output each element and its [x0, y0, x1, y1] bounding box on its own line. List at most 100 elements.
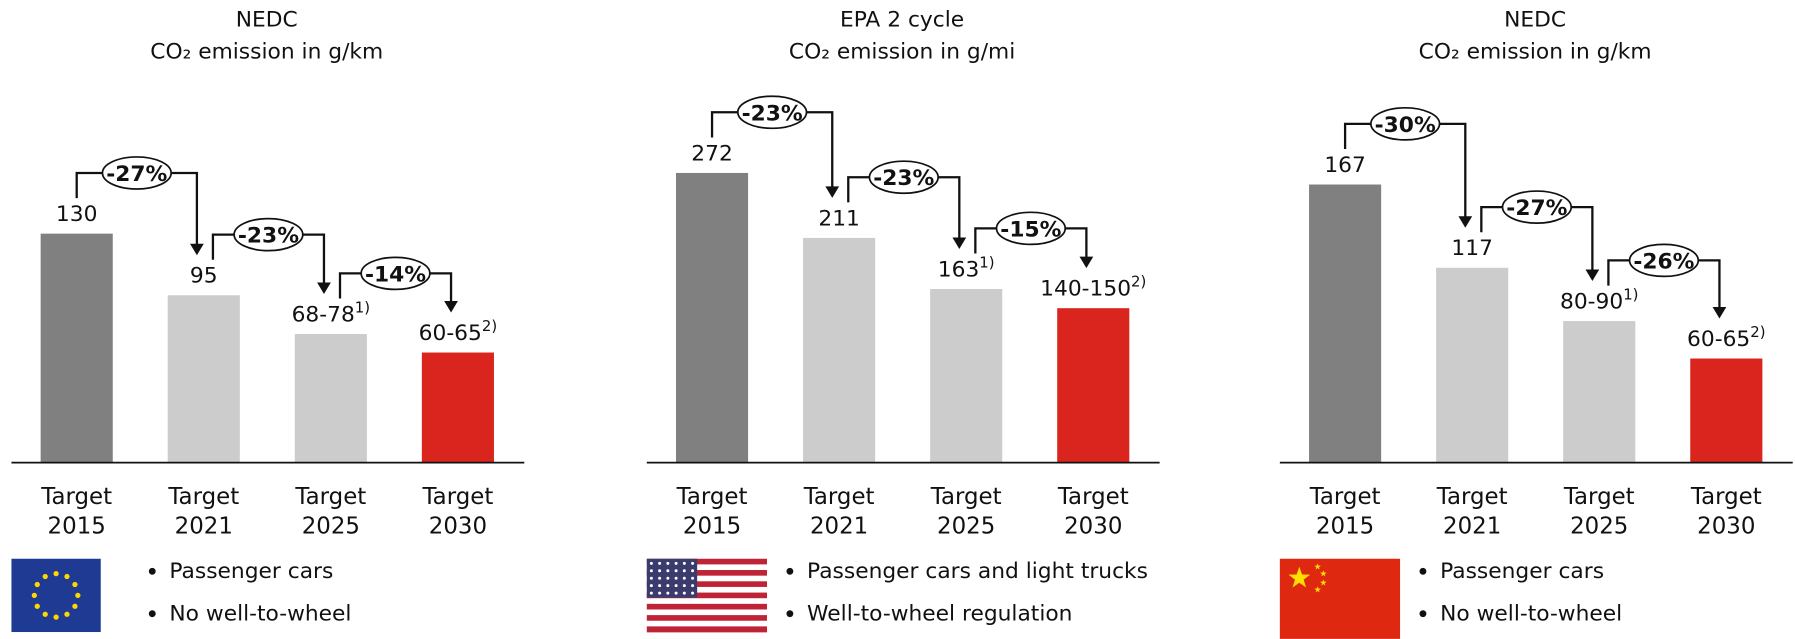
x-tick-label-box: Target 2021: [804, 482, 875, 539]
flag-star: [682, 569, 686, 573]
flag-star: [691, 576, 695, 580]
flag-stripe: [646, 615, 767, 622]
flag-star: [691, 561, 695, 565]
x-tick-label: Target 2015: [41, 482, 113, 540]
bullet-text: Well-to-wheel regulation: [807, 602, 1072, 627]
change-badge: [233, 217, 304, 252]
arrow-head: [190, 243, 204, 256]
flag-stripe: [646, 603, 767, 610]
flag-star: [1314, 586, 1321, 593]
bullet: [148, 610, 156, 618]
change-label: -27%: [106, 162, 167, 187]
x-tick-label-box: Target 2021: [168, 482, 240, 540]
bullet: [1419, 567, 1427, 575]
flag-star: [34, 603, 40, 609]
x-tick-label: Target 2015: [676, 482, 748, 540]
x-tick-label-box: Target 2025: [931, 482, 1002, 539]
x-tick-label-box: Target 2015: [41, 482, 113, 540]
flag-star: [674, 576, 678, 580]
bar: [803, 237, 876, 463]
flag-star: [42, 573, 48, 580]
value-label-text: 117: [1451, 236, 1493, 261]
x-tick-label-box: Target 2025: [1563, 482, 1635, 540]
flag-star: [31, 592, 37, 599]
change-label: -27%: [1506, 196, 1567, 221]
flag-star: [649, 561, 653, 565]
flag-star: [658, 569, 662, 573]
chart-title: NEDC: [236, 7, 298, 32]
chart-title: NEDC: [1504, 7, 1566, 32]
x-tick-label-box: Target 2015: [676, 482, 748, 540]
footnote: 1): [1623, 285, 1638, 303]
flag-star: [72, 581, 78, 588]
bullet-text: No well-to-wheel: [169, 602, 351, 627]
bar: [930, 289, 1003, 463]
flag-star: [1320, 570, 1327, 577]
change-label: -23%: [742, 101, 803, 126]
flag-star: [72, 603, 78, 609]
chart-subtitle: CO₂ emission in g/km: [150, 39, 383, 64]
chart-subtitle: CO₂ emission in g/mi: [789, 39, 1015, 64]
arrow-head: [1458, 216, 1473, 228]
flag-star: [75, 592, 81, 599]
flag-stripe: [646, 598, 767, 605]
flag-star: [649, 591, 653, 595]
flag-star: [1320, 579, 1327, 586]
value-label-text: 60-65: [419, 321, 482, 346]
flag-star: [682, 561, 686, 565]
flag-star: [691, 591, 695, 595]
flag-star: [682, 584, 686, 588]
bar: [1690, 358, 1763, 463]
flag-star: [649, 584, 653, 588]
flag-star: [682, 591, 686, 595]
value-label: 211: [818, 206, 860, 231]
flag-star: [649, 576, 653, 580]
flag-star: [34, 581, 40, 588]
change-badge: [736, 95, 808, 130]
value-label-text: 167: [1324, 153, 1366, 178]
flag-star: [674, 569, 678, 573]
x-tick-label-box: Target 2021: [1437, 482, 1508, 539]
flag-star: [658, 591, 662, 595]
bar: [1057, 308, 1130, 463]
bar: [1309, 184, 1382, 463]
value-label: 95: [190, 264, 218, 289]
flag-star: [666, 584, 670, 588]
chart-title: EPA 2 cycle: [840, 7, 964, 32]
arrow-head: [1712, 307, 1727, 319]
change-badge: [360, 256, 431, 291]
flag-canton: [646, 558, 698, 598]
x-tick-label: Target 2025: [1563, 482, 1635, 540]
bar: [1436, 267, 1509, 463]
change-badge: [1501, 190, 1573, 224]
bar: [40, 233, 113, 463]
value-label: 60-652): [419, 317, 497, 346]
value-label: 167: [1324, 153, 1366, 178]
flag-star: [658, 561, 662, 565]
bar: [1563, 321, 1636, 463]
value-label-text: 140-150: [1040, 277, 1131, 302]
flag-star: [64, 611, 70, 617]
x-tick-label-box: Target 2030: [422, 482, 493, 539]
value-label: 272: [691, 141, 733, 166]
bar: [294, 334, 367, 463]
change-badge: [1628, 243, 1700, 278]
footnote: 2): [1131, 272, 1146, 290]
value-label: 140-1502): [1040, 272, 1146, 301]
value-label-text: 211: [818, 206, 860, 231]
change-label: -15%: [1000, 217, 1061, 242]
arrow-head: [1585, 269, 1600, 281]
value-label-text: 95: [190, 264, 218, 289]
panel: NEDC CO₂ emission in g/km 130 95 68-781) 60-6…: [11, 7, 525, 633]
flag-star: [674, 584, 678, 588]
flag-stripe: [646, 620, 767, 627]
bullet-text: Passenger cars: [1440, 559, 1604, 584]
value-label: 117: [1451, 236, 1493, 261]
value-label: 60-652): [1687, 323, 1765, 352]
x-tick-label: Target 2021: [168, 482, 240, 540]
x-tick-label-box: Target 2030: [1691, 482, 1762, 539]
flag: [11, 558, 101, 633]
flag-star: [53, 614, 59, 620]
x-tick-label: Target 2025: [295, 482, 367, 540]
flag-star: [53, 571, 59, 577]
